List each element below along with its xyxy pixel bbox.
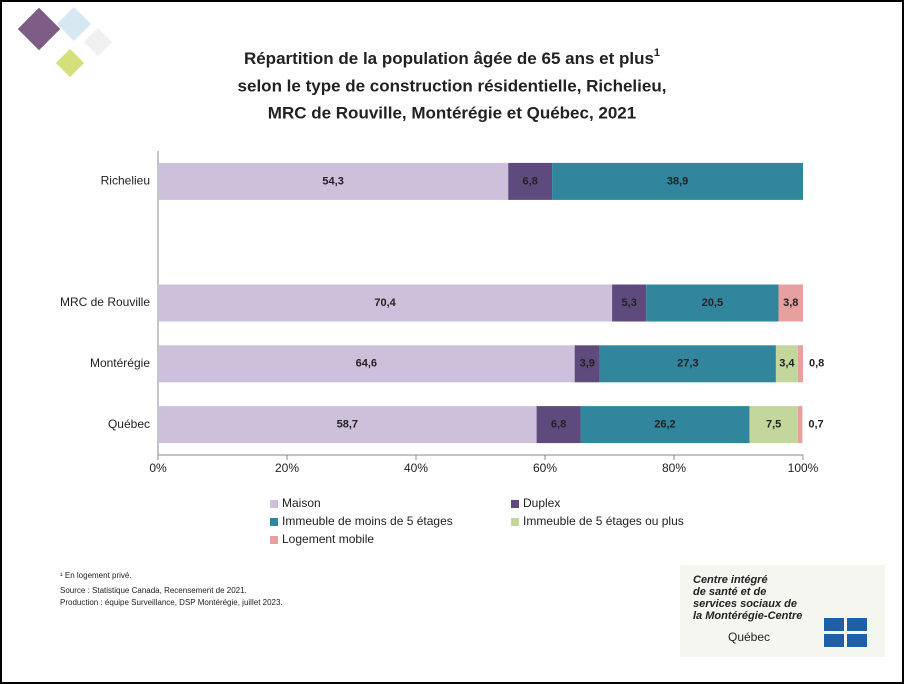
- legend-label: Maison: [282, 496, 321, 510]
- production: Production : équipe Surveillance, DSP Mo…: [60, 598, 283, 607]
- bar-segment: [574, 345, 600, 383]
- data-label: 0,7: [808, 419, 823, 431]
- logo-text: Centre intégré: [693, 574, 768, 586]
- data-label: 54,3: [322, 175, 343, 187]
- chart-title-line: Répartition de la population âgée de 65 …: [244, 49, 654, 68]
- legend-label: Immeuble de moins de 5 étages: [282, 514, 453, 528]
- data-label: 26,2: [654, 419, 675, 431]
- x-tick-label: 40%: [404, 461, 428, 475]
- legend-swatch: [270, 536, 278, 544]
- chart-title: Répartition de la population âgée de 65 …: [244, 47, 660, 69]
- bar-segment: [775, 345, 798, 383]
- bar-segment: [158, 162, 509, 200]
- y-tick-label: MRC de Rouville: [60, 295, 150, 309]
- bar-segment: [158, 345, 575, 383]
- data-label: 27,3: [677, 358, 698, 370]
- bar-segment: [158, 406, 537, 444]
- legend-label: Immeuble de 5 étages ou plus: [523, 514, 684, 528]
- data-label: 38,9: [667, 175, 688, 187]
- bar-segment: [580, 406, 750, 444]
- bar-segment: [646, 284, 779, 322]
- chart-title-line: selon le type de construction résidentie…: [238, 76, 667, 95]
- bar-segment: [778, 284, 803, 322]
- bar-segment: [508, 162, 553, 200]
- data-label: 6,8: [551, 419, 566, 431]
- x-tick-label: 100%: [788, 461, 819, 475]
- logo-text: la Montérégie-Centre: [693, 610, 802, 622]
- source: Source : Statistique Canada, Recensement…: [60, 586, 247, 595]
- data-label: 3,4: [779, 358, 795, 370]
- bar-segment: [158, 284, 613, 322]
- data-label: 6,8: [523, 175, 538, 187]
- logo-name: Québec: [728, 630, 770, 644]
- flag: [824, 618, 867, 647]
- x-tick-label: 60%: [533, 461, 557, 475]
- legend-swatch: [511, 518, 519, 526]
- legend-swatch: [270, 500, 278, 508]
- legend-swatch: [270, 518, 278, 526]
- bar-segment: [536, 406, 581, 444]
- bar-segment: [552, 162, 803, 200]
- bar-segment: [749, 406, 798, 444]
- legend-label: Duplex: [523, 496, 560, 510]
- data-label: 3,8: [783, 297, 798, 309]
- decoration: [17, 7, 113, 78]
- y-tick-label: Montérégie: [90, 356, 150, 370]
- data-label: 58,7: [337, 419, 358, 431]
- x-tick-label: 80%: [662, 461, 686, 475]
- data-label: 0,8: [809, 358, 824, 370]
- data-label: 64,6: [356, 358, 377, 370]
- chart-title-line: MRC de Rouville, Montérégie et Québec, 2…: [268, 103, 636, 122]
- x-tick-label: 0%: [149, 461, 167, 475]
- bar-segment: [599, 345, 776, 383]
- data-label: 3,9: [580, 358, 595, 370]
- data-label: 20,5: [702, 297, 723, 309]
- x-tick-label: 20%: [275, 461, 299, 475]
- bar-segment: [797, 345, 803, 383]
- legend-swatch: [511, 500, 519, 508]
- logo-text: de santé et de: [693, 586, 766, 598]
- bar-segment: [612, 284, 647, 322]
- data-label: 5,3: [622, 297, 637, 309]
- y-tick-label: Richelieu: [101, 174, 150, 188]
- logo: Centre intégré de santé et de services s…: [680, 565, 885, 657]
- data-label: 70,4: [374, 297, 396, 309]
- title-superscript: 1: [654, 47, 660, 59]
- data-label: 7,5: [766, 419, 781, 431]
- legend-label: Logement mobile: [282, 532, 374, 546]
- bar-segment: [797, 406, 803, 444]
- footnote: ¹ En logement privé.: [60, 571, 132, 580]
- logo-text: services sociaux de: [693, 598, 797, 610]
- y-tick-label: Québec: [108, 417, 150, 431]
